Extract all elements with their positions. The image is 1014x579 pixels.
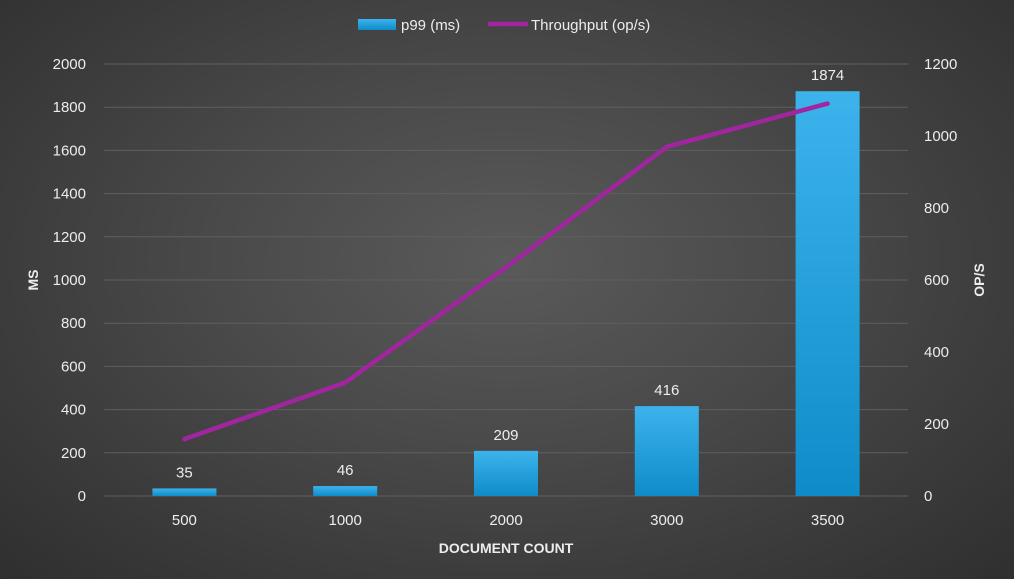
bar-p99-3500 — [795, 91, 860, 496]
y-tick-label-left: 0 — [78, 488, 86, 505]
bar-p99-500 — [152, 488, 217, 496]
y-axis-title-left: MS — [25, 270, 41, 291]
y-axis-title-right: OP/S — [971, 263, 987, 296]
y-tick-label-left: 1400 — [53, 186, 86, 203]
y-tick-label-right: 400 — [924, 344, 949, 361]
x-tick-label: 1000 — [329, 512, 362, 529]
gridlines — [104, 63, 908, 497]
line-series-throughput — [182, 101, 830, 442]
legend-label-throughput: Throughput (op/s) — [531, 17, 650, 34]
y-tick-label-right: 600 — [924, 272, 949, 289]
y-tick-label-right: 0 — [924, 488, 932, 505]
y-tick-label-left: 1000 — [53, 272, 86, 289]
y-tick-label-left: 800 — [61, 315, 86, 332]
bar-p99-1000 — [313, 486, 378, 496]
data-label-p99: 1874 — [811, 67, 844, 84]
bar-p99-2000 — [474, 450, 538, 496]
y-tick-label-right: 200 — [924, 416, 949, 433]
y-tick-label-right: 1200 — [924, 56, 957, 73]
data-label-p99: 35 — [176, 464, 193, 481]
x-tick-label: 500 — [172, 512, 197, 529]
data-labels: 35 46 209 416 1874 — [176, 67, 844, 481]
data-label-p99: 209 — [493, 427, 518, 444]
throughput-line — [182, 101, 830, 442]
legend: p99 (ms) Throughput (op/s) — [358, 17, 650, 34]
y-tick-label-left: 400 — [61, 402, 86, 419]
legend-label-p99: p99 (ms) — [401, 17, 460, 34]
bar-series-p99 — [152, 91, 860, 496]
y-tick-label-left: 1200 — [53, 229, 86, 246]
x-tick-label: 3000 — [650, 512, 683, 529]
y-tick-label-left: 200 — [61, 445, 86, 462]
data-label-p99: 46 — [337, 462, 354, 479]
legend-swatch-p99 — [358, 19, 396, 30]
axes: DOCUMENT COUNT MS OP/S 0 200 400 600 800 1000… — [25, 56, 987, 556]
bar-p99-3000 — [634, 406, 699, 496]
y-tick-label-right: 800 — [924, 200, 949, 217]
x-tick-label: 2000 — [489, 512, 522, 529]
y-tick-label-left: 1800 — [53, 99, 86, 116]
data-label-p99: 416 — [654, 382, 679, 399]
y-tick-label-right: 1000 — [924, 128, 957, 145]
x-tick-label: 3500 — [811, 512, 844, 529]
y-tick-label-left: 600 — [61, 358, 86, 375]
y-tick-label-left: 2000 — [53, 56, 86, 73]
y-tick-label-left: 1600 — [53, 142, 86, 159]
x-axis-title: DOCUMENT COUNT — [439, 540, 574, 556]
